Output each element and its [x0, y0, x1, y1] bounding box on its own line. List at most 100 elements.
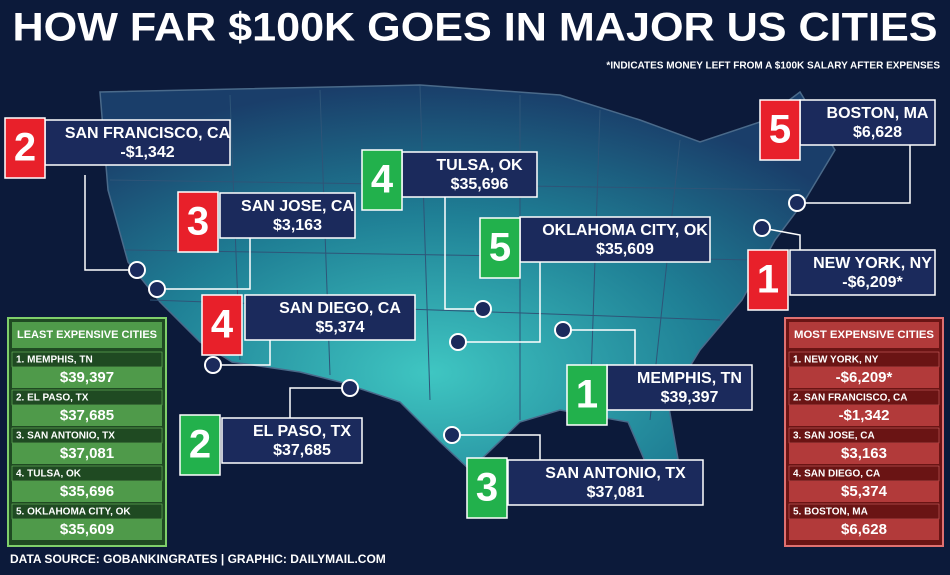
city-value: -$1,342	[120, 144, 174, 161]
leader-line	[289, 387, 350, 418]
rank-box	[479, 217, 521, 279]
city-callout: 2 SAN FRANCISCO, CA -$1,342	[4, 117, 231, 279]
rank: 1	[757, 258, 779, 302]
item-name: 1. MEMPHIS, TN	[16, 355, 93, 366]
panel-title: MOST EXPENSIVE CITIES	[794, 329, 934, 341]
item-value: $37,081	[60, 445, 114, 462]
city-value: $39,397	[661, 389, 719, 406]
leader-line	[458, 262, 541, 343]
label-box	[507, 459, 704, 506]
rank-box	[4, 117, 46, 179]
item-value-bg	[789, 519, 939, 540]
city-name: OKLAHOMA CITY, OK	[542, 222, 708, 239]
item-name: 1. NEW YORK, NY	[793, 355, 879, 366]
leader-line	[444, 197, 483, 310]
label-box	[219, 192, 356, 239]
city-name: SAN JOSE, CA	[241, 198, 354, 215]
most-expensive-panel: MOST EXPENSIVE CITIES 1. NEW YORK, NY -$6,…	[784, 317, 944, 547]
city-callout: 2 EL PASO, TX $37,685	[179, 379, 363, 476]
item-value: -$1,342	[839, 407, 890, 424]
city-name: SAN ANTONIO, TX	[545, 465, 686, 482]
item-name: 4. TULSA, OK	[16, 469, 82, 480]
city-value: $35,696	[451, 176, 509, 193]
item-value: $3,163	[841, 445, 887, 462]
item-name: 2. SAN FRANCISCO, CA	[793, 393, 907, 404]
city-value: $5,374	[316, 319, 365, 336]
city-value: $37,685	[273, 442, 331, 459]
city-callout: 5 OKLAHOMA CITY, OK $35,609	[449, 216, 711, 351]
item-value-bg	[12, 481, 162, 502]
leader-line	[761, 227, 801, 250]
city-marker	[341, 379, 359, 397]
rank-box	[361, 149, 403, 211]
item-value-bg	[12, 405, 162, 426]
panel-title: LEAST EXPENSIVE CITIES	[17, 329, 157, 341]
label-box	[519, 216, 711, 263]
item-value-bg	[12, 519, 162, 540]
city-name: NEW YORK, NY	[813, 255, 932, 272]
city-name: TULSA, OK	[436, 157, 523, 174]
city-marker	[474, 300, 492, 318]
city-value: $3,163	[273, 217, 322, 234]
city-name: SAN FRANCISCO, CA	[65, 125, 231, 142]
rank-box	[179, 414, 221, 476]
item-name: 4. SAN DIEGO, CA	[793, 469, 880, 480]
rank: 3	[187, 200, 209, 244]
rank-box	[747, 249, 789, 311]
rank-box	[566, 364, 608, 426]
city-callout: 3 SAN JOSE, CA $3,163	[148, 191, 356, 298]
label-box	[799, 99, 936, 146]
panel-header	[12, 322, 162, 348]
city-marker	[443, 426, 461, 444]
rank: 4	[211, 303, 234, 347]
item-value: $35,696	[60, 483, 114, 500]
city-callout: 4 TULSA, OK $35,696	[361, 149, 538, 318]
item-value: $35,609	[60, 521, 114, 538]
item-value-bg	[12, 367, 162, 388]
city-callout: 3 SAN ANTONIO, TX $37,081	[443, 426, 704, 519]
item-value: $39,397	[60, 369, 114, 386]
city-callout: 1 MEMPHIS, TN $39,397	[554, 321, 753, 426]
rank: 3	[476, 466, 498, 510]
item-name: 5. OKLAHOMA CITY, OK	[16, 507, 131, 518]
city-name: EL PASO, TX	[253, 423, 351, 440]
item-value-bg	[12, 443, 162, 464]
city-marker	[753, 219, 771, 237]
city-value: $35,609	[596, 241, 654, 258]
item-name: 3. SAN JOSE, CA	[793, 431, 875, 442]
item-value-bg	[789, 481, 939, 502]
rank: 5	[489, 226, 511, 270]
footer: DATA SOURCE: GOBANKINGRATES | GRAPHIC: D…	[10, 552, 386, 566]
city-value: -$6,209*	[842, 274, 903, 291]
city-marker	[148, 280, 166, 298]
item-name: 3. SAN ANTONIO, TX	[16, 431, 115, 442]
note: *INDICATES MONEY LEFT FROM A $100K SALAR…	[606, 61, 940, 72]
item-value-bg	[789, 367, 939, 388]
city-callout: 4 SAN DIEGO, CA $5,374	[201, 294, 416, 374]
city-marker	[788, 194, 806, 212]
rank: 5	[769, 108, 791, 152]
rank: 2	[14, 126, 36, 170]
city-marker	[204, 356, 222, 374]
city-marker	[449, 333, 467, 351]
label-box	[401, 151, 538, 198]
item-value: -$6,209*	[836, 369, 893, 386]
city-name: MEMPHIS, TN	[637, 370, 742, 387]
least-expensive-panel: LEAST EXPENSIVE CITIES 1. MEMPHIS, TN $39,…	[7, 317, 167, 547]
leader-line	[452, 434, 541, 460]
item-value: $5,374	[841, 483, 888, 500]
city-value: $37,081	[587, 484, 645, 501]
city-value: $6,628	[853, 124, 902, 141]
item-value-bg	[789, 443, 939, 464]
city-marker	[554, 321, 572, 339]
rank: 2	[189, 423, 211, 467]
city-name: SAN DIEGO, CA	[279, 300, 401, 317]
label-box	[606, 364, 753, 411]
rank-box	[201, 294, 243, 356]
rank-box	[466, 457, 508, 519]
item-value: $6,628	[841, 521, 887, 538]
panel-header	[789, 322, 939, 348]
city-name: BOSTON, MA	[827, 105, 929, 122]
